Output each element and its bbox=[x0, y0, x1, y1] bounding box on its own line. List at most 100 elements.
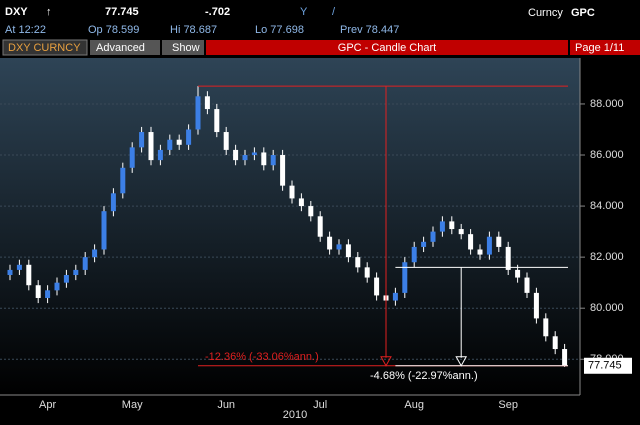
arrow: ↑ bbox=[46, 6, 52, 18]
source: Curncy bbox=[528, 7, 563, 19]
candle-body bbox=[524, 277, 530, 293]
candle-body bbox=[505, 246, 511, 270]
advanced-button[interactable] bbox=[90, 40, 160, 55]
candle-body bbox=[214, 109, 220, 133]
candle-body bbox=[63, 275, 69, 283]
price: 77.745 bbox=[105, 6, 139, 18]
chart-title: GPC - Candle Chart bbox=[338, 42, 436, 54]
y-tick-label: 88.000 bbox=[590, 98, 624, 110]
candle-body bbox=[223, 132, 229, 150]
y-tick-label: 84.000 bbox=[590, 200, 624, 212]
candle-body bbox=[16, 264, 22, 270]
candle-body bbox=[402, 262, 408, 293]
candle-body bbox=[176, 139, 182, 145]
candle-body bbox=[317, 216, 323, 237]
prev: Prev 78.447 bbox=[340, 24, 399, 36]
arrow-head bbox=[380, 356, 392, 367]
candle-body bbox=[82, 257, 88, 270]
candle-body bbox=[251, 152, 257, 156]
candle-body bbox=[261, 152, 267, 166]
candle-body bbox=[242, 155, 248, 161]
x-tick-label: Jul bbox=[313, 399, 327, 411]
low: Lo 77.698 bbox=[255, 24, 304, 36]
candle-body bbox=[421, 241, 427, 247]
candle-body bbox=[345, 244, 351, 258]
arrow-head bbox=[455, 356, 468, 367]
candle-body bbox=[336, 244, 342, 250]
slash: / bbox=[332, 6, 336, 18]
security-box[interactable] bbox=[2, 39, 88, 56]
candle-body bbox=[552, 336, 558, 350]
candle-body bbox=[204, 96, 210, 110]
candle-body bbox=[195, 96, 201, 130]
candle-body bbox=[374, 277, 380, 296]
candle-body bbox=[26, 264, 32, 286]
page-box[interactable] bbox=[570, 40, 640, 55]
x-tick-label: Apr bbox=[39, 399, 56, 411]
x-tick-label: Aug bbox=[404, 399, 424, 411]
candle-body bbox=[54, 282, 60, 291]
candle-body bbox=[458, 229, 464, 235]
x-axis-label: 2010 bbox=[283, 409, 307, 421]
open: Op 78.599 bbox=[88, 24, 139, 36]
candle-body bbox=[289, 185, 295, 199]
candle-body bbox=[92, 249, 98, 258]
change: -.702 bbox=[205, 6, 230, 18]
candle-body bbox=[533, 292, 539, 319]
page[interactable]: Page 1/11 bbox=[575, 42, 624, 54]
candle-body bbox=[73, 269, 79, 276]
candle-body bbox=[515, 269, 521, 278]
show-button[interactable] bbox=[162, 40, 204, 55]
candle-body bbox=[327, 236, 333, 250]
candle-body bbox=[449, 221, 455, 230]
title-bar bbox=[206, 40, 568, 55]
candle-body bbox=[139, 132, 145, 148]
candle-body bbox=[477, 249, 483, 255]
candle-body bbox=[35, 285, 41, 298]
candle-body bbox=[364, 267, 370, 278]
candle-body bbox=[486, 236, 492, 255]
candle-body bbox=[110, 193, 116, 212]
y-tick-label: 82.000 bbox=[590, 251, 624, 263]
candle-body bbox=[430, 231, 436, 242]
candle-body bbox=[355, 257, 361, 268]
candle-body bbox=[411, 246, 417, 263]
candle-body bbox=[280, 155, 286, 186]
ticker: DXY bbox=[5, 6, 28, 18]
measure-label: -12.36% (-33.06%ann.) bbox=[205, 351, 319, 363]
candle-body bbox=[543, 318, 549, 337]
measure-label: -4.68% (-22.97%ann.) bbox=[370, 370, 478, 382]
candle-body bbox=[186, 129, 192, 145]
candle-body bbox=[157, 149, 163, 161]
candle-body bbox=[562, 349, 568, 366]
candle-body bbox=[308, 206, 314, 217]
candle-body bbox=[7, 269, 13, 276]
candle-body bbox=[148, 132, 154, 161]
flag: Y bbox=[300, 6, 308, 18]
advanced-label[interactable]: Advanced bbox=[96, 42, 145, 54]
candle-body bbox=[468, 234, 474, 250]
y-tick-label: 86.000 bbox=[590, 149, 624, 161]
x-tick-label: Jun bbox=[217, 399, 235, 411]
candle-body bbox=[45, 290, 51, 298]
candle-body bbox=[233, 149, 239, 161]
candle-body bbox=[496, 236, 502, 247]
security[interactable]: DXY CURNCY bbox=[8, 42, 81, 54]
candle-body bbox=[167, 139, 173, 150]
candle-body bbox=[298, 198, 304, 207]
last-price: 77.745 bbox=[588, 360, 622, 372]
last-price-box bbox=[584, 357, 632, 374]
candle-body bbox=[439, 221, 445, 232]
candle-body bbox=[129, 147, 135, 168]
high: Hi 78.687 bbox=[170, 24, 217, 36]
y-tick-label: 80.000 bbox=[590, 302, 624, 314]
candle-body bbox=[392, 292, 398, 301]
candle-body bbox=[101, 211, 107, 250]
x-tick-label: Sep bbox=[498, 399, 518, 411]
candle-body bbox=[120, 167, 126, 194]
function: GPC bbox=[571, 7, 595, 19]
time: At 12:22 bbox=[5, 24, 46, 36]
candle-body bbox=[270, 155, 276, 166]
show-label[interactable]: Show bbox=[172, 42, 200, 54]
